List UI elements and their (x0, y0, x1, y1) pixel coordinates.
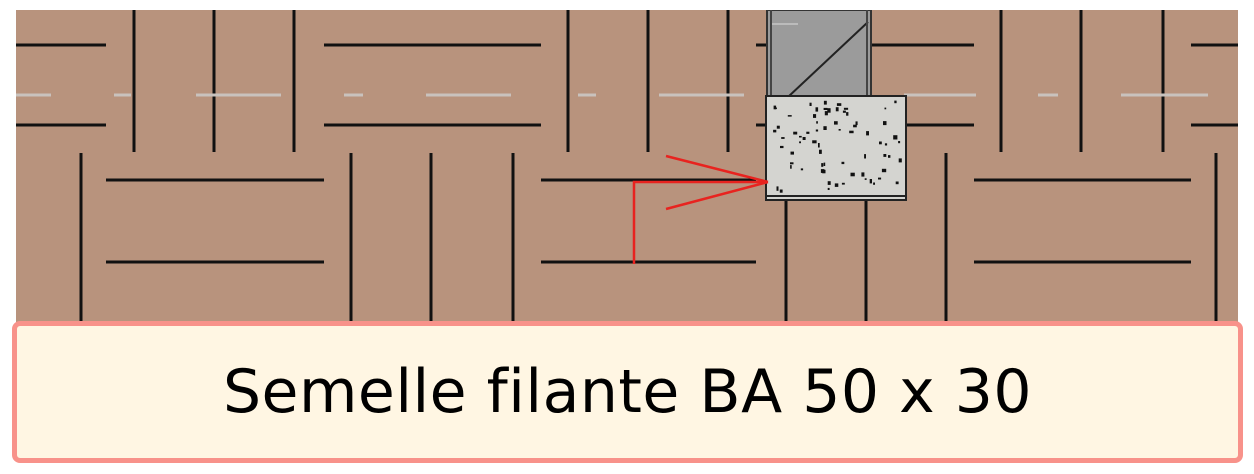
aggregate-dot (815, 107, 819, 112)
aggregate-dot (864, 154, 866, 159)
aggregate-dot (790, 165, 792, 169)
foundation-section-drawing (16, 10, 1238, 326)
aggregate-dot (864, 178, 867, 180)
aggregate-dot (898, 158, 902, 163)
aggregate-dot (894, 100, 897, 104)
aggregate-dot (824, 111, 828, 116)
caption-text: Semelle filante BA 50 x 30 (222, 357, 1033, 427)
aggregate-dot (815, 129, 819, 132)
aggregate-dot (846, 112, 849, 116)
aggregate-dot (873, 182, 875, 185)
aggregate-dot (895, 181, 899, 185)
aggregate-dot (861, 172, 865, 177)
concrete-footing (765, 95, 907, 201)
aggregate-dot (827, 187, 830, 190)
aggregate-dot (790, 162, 794, 165)
aggregate-dot (780, 145, 784, 149)
aggregate-dot (800, 168, 804, 171)
aggregate-dot (779, 189, 783, 193)
aggregate-dot (816, 121, 818, 124)
aggregate-dot (838, 129, 841, 131)
aggregate-dot (790, 151, 794, 155)
aggregate-dot (793, 131, 798, 135)
aggregate-dot (827, 181, 831, 185)
aggregate-dot (842, 110, 846, 113)
aggregate-dot (869, 179, 872, 184)
aggregate-dot (823, 162, 826, 166)
aggregate-dot (884, 107, 887, 110)
aggregate-dot (823, 107, 828, 110)
aggregate-dot (818, 143, 820, 148)
aggregate-dot (823, 100, 827, 105)
section-marker-red-arrow-icon (632, 154, 769, 264)
aggregate-dot (823, 126, 827, 130)
aggregate-dot (820, 169, 825, 173)
aggregate-dot (776, 186, 779, 191)
aggregate-dot (898, 141, 901, 144)
aggregate-dot (813, 114, 817, 118)
aggregate-dot (812, 140, 817, 144)
aggregate-dot (878, 177, 882, 180)
aggregate-dot (799, 135, 802, 138)
aggregate-dot (881, 168, 887, 173)
aggregate-dot (879, 141, 882, 145)
aggregate-dot (773, 129, 777, 133)
aggregate-dot (809, 102, 812, 106)
aggregate-dot (819, 149, 822, 154)
aggregate-dot (776, 125, 780, 129)
aggregate-dot (841, 182, 845, 185)
concrete-aggregate-dots (773, 100, 902, 193)
aggregate-dot (787, 115, 792, 117)
aggregate-dot (855, 121, 858, 126)
aggregate-dot (834, 121, 838, 125)
aggregate-dot (781, 137, 785, 139)
aggregate-dot (835, 107, 839, 112)
aggregate-dot (821, 163, 824, 167)
aggregate-dot (806, 131, 810, 134)
aggregate-dot (773, 105, 777, 110)
aggregate-dot (799, 141, 801, 144)
aggregate-dot (827, 108, 831, 113)
aggregate-dot (849, 130, 854, 134)
aggregate-dot (888, 155, 891, 158)
soil-hatch-pattern (16, 10, 1238, 326)
aggregate-dot (850, 172, 855, 177)
soil-background (16, 10, 1238, 326)
aggregate-dot (841, 161, 845, 165)
aggregate-dot (893, 135, 898, 140)
aggregate-dot (883, 154, 887, 157)
aggregate-dot (883, 121, 887, 126)
wall-section (766, 10, 872, 98)
aggregate-dot (843, 107, 849, 110)
aggregate-dot (836, 103, 842, 106)
aggregate-dot (853, 124, 857, 128)
aggregate-dot (834, 183, 839, 187)
aggregate-dot (802, 137, 806, 140)
aggregate-dot (884, 143, 888, 146)
caption-box: Semelle filante BA 50 x 30 (12, 321, 1243, 463)
aggregate-dot (866, 131, 869, 136)
